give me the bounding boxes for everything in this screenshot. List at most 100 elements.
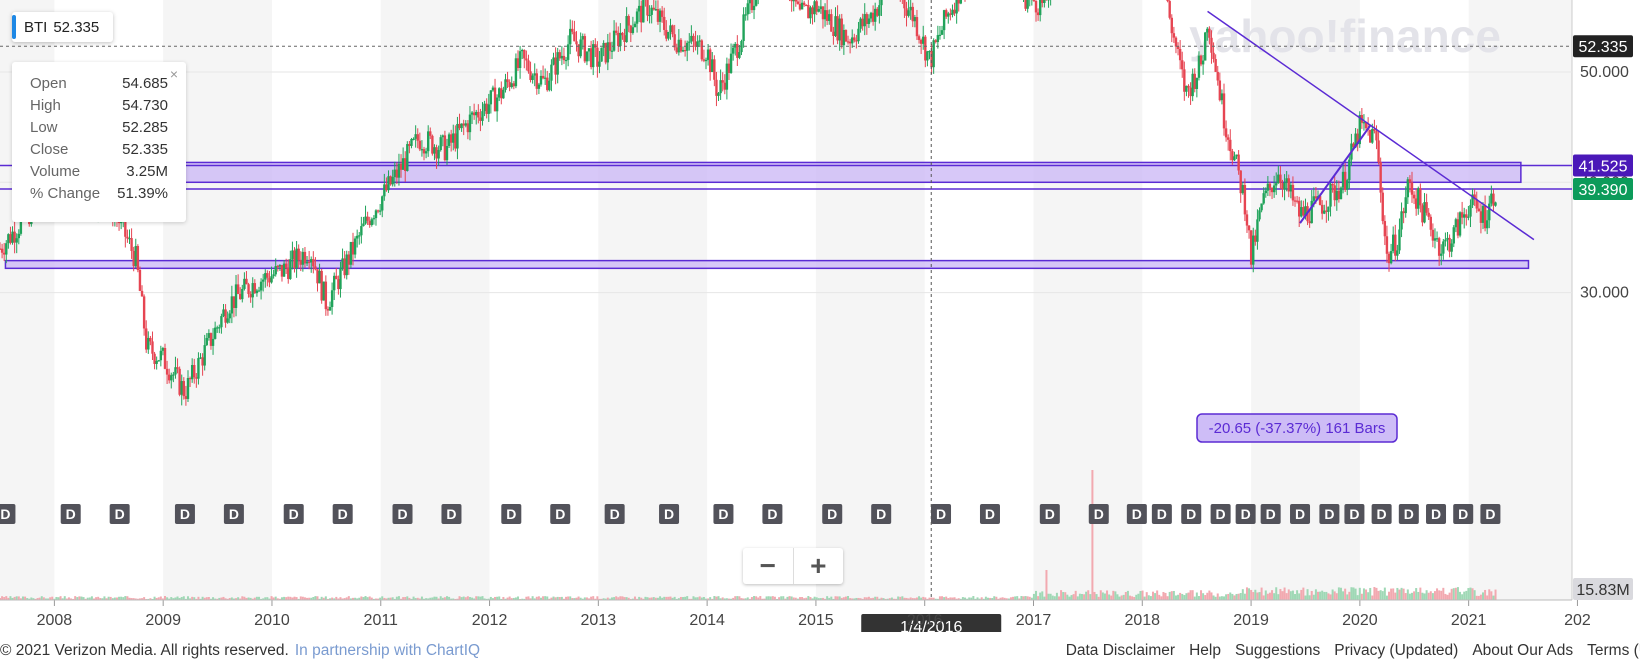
volume-bar xyxy=(617,597,620,600)
volume-bar xyxy=(320,596,323,600)
candle-body xyxy=(358,235,361,237)
volume-bar xyxy=(510,598,513,600)
dividend-marker-label: D xyxy=(1485,506,1495,522)
candle-body xyxy=(1427,212,1430,217)
candle-body xyxy=(734,43,737,48)
candle-body xyxy=(842,30,846,46)
stock-chart[interactable]: yahoo!finance -20.65 (-37.37%) 161 Bars … xyxy=(0,0,1640,632)
candle-body xyxy=(364,216,367,224)
drawn-zones[interactable] xyxy=(0,161,1572,270)
volume-bar xyxy=(368,596,371,600)
volume-bar xyxy=(627,597,630,600)
candle-body xyxy=(418,140,422,150)
candle-body xyxy=(1302,207,1305,216)
candle-body xyxy=(161,348,165,351)
volume-bar xyxy=(648,597,651,600)
volume-bar xyxy=(730,598,733,600)
zoom-out-button[interactable]: − xyxy=(743,548,794,584)
privacy-link[interactable]: Privacy (Updated) xyxy=(1334,642,1459,659)
volume-bar xyxy=(930,597,933,600)
volume-bar xyxy=(479,596,482,600)
candle-body xyxy=(241,288,244,300)
volume-bar xyxy=(539,597,542,600)
volume-bar xyxy=(389,597,392,600)
dividend-marker xyxy=(1210,504,1231,524)
candle-body xyxy=(938,34,942,36)
volume-bar xyxy=(1306,589,1309,600)
candle-body xyxy=(612,30,616,51)
candle-body xyxy=(167,374,171,381)
volume-bar xyxy=(477,596,480,600)
volume-bar xyxy=(120,596,123,600)
volume-bar xyxy=(1166,596,1169,600)
volume-bar xyxy=(1444,593,1447,600)
dividend-marker-label: D xyxy=(1458,506,1468,522)
candle-body xyxy=(320,270,323,301)
crosshair-date-box xyxy=(861,614,1002,632)
candle-body xyxy=(1281,183,1284,190)
volume-bar xyxy=(1154,593,1157,600)
volume-bar xyxy=(404,596,407,600)
volume-bar xyxy=(1106,590,1109,600)
candle-body xyxy=(738,52,741,58)
volume-bar xyxy=(241,596,244,600)
suggestions-link[interactable]: Suggestions xyxy=(1234,642,1321,659)
dividend-marker-label: D xyxy=(1045,506,1055,522)
candle-body xyxy=(550,64,553,81)
volume-bar xyxy=(433,596,436,600)
chartiq-partner-link[interactable]: In partnership with ChartIQ xyxy=(294,642,481,659)
volume-bar xyxy=(1241,589,1244,600)
candle-body xyxy=(1341,171,1345,188)
candle-body xyxy=(554,57,557,75)
volume-bar xyxy=(1137,593,1140,600)
terms-link[interactable]: Terms (U xyxy=(1587,642,1640,659)
volume-bar xyxy=(15,596,18,600)
candle-body xyxy=(426,131,430,152)
volume-bar xyxy=(1333,591,1336,600)
close-icon[interactable]: × xyxy=(169,66,178,82)
volume-bar xyxy=(1356,595,1359,600)
candle-body xyxy=(907,10,910,16)
volume-bar xyxy=(686,596,689,600)
candle-body xyxy=(253,283,257,294)
candle-body xyxy=(723,82,726,90)
help-link[interactable]: Help xyxy=(1189,642,1221,659)
candle-body xyxy=(335,275,338,280)
volume-bar xyxy=(1156,590,1159,600)
volume-bar xyxy=(673,596,676,600)
data-disclaimer-link[interactable]: Data Disclaimer xyxy=(1065,642,1176,659)
dividend-marker xyxy=(550,504,571,524)
volume-bar xyxy=(289,596,292,600)
volume-bar xyxy=(109,596,112,600)
volume-bar xyxy=(44,598,47,600)
candle-body xyxy=(1364,122,1368,129)
candle-body xyxy=(819,6,823,10)
candle-body xyxy=(942,10,946,31)
dividend-marker xyxy=(501,504,522,524)
candle-body xyxy=(1333,185,1336,201)
volume-bar xyxy=(316,596,319,600)
candle-body xyxy=(389,176,392,185)
volume-bar xyxy=(548,598,551,600)
candle-body xyxy=(495,97,499,112)
candle-body xyxy=(376,210,380,212)
volume-bar xyxy=(999,597,1002,600)
candle-body xyxy=(1208,28,1211,38)
volume-bar xyxy=(1202,593,1205,600)
symbol-chip[interactable]: BTI 52.335 xyxy=(12,12,114,42)
zoom-in-button[interactable]: + xyxy=(810,550,827,581)
candle-body xyxy=(740,41,743,53)
about-our-ads-link[interactable]: About Our Ads xyxy=(1472,642,1574,659)
volume-bar xyxy=(1193,596,1196,600)
candle-body xyxy=(1295,200,1299,202)
candle-body xyxy=(1494,202,1497,206)
trend-drawings[interactable]: -20.65 (-37.37%) 161 Bars xyxy=(1196,10,1535,443)
volume-bar xyxy=(65,598,68,600)
x-tick-label: 2016 xyxy=(907,612,943,629)
volume-bar xyxy=(354,597,357,600)
volume-bar xyxy=(59,596,62,600)
candle-body xyxy=(617,32,620,47)
candle-body xyxy=(276,266,280,268)
candle-body xyxy=(546,77,549,91)
